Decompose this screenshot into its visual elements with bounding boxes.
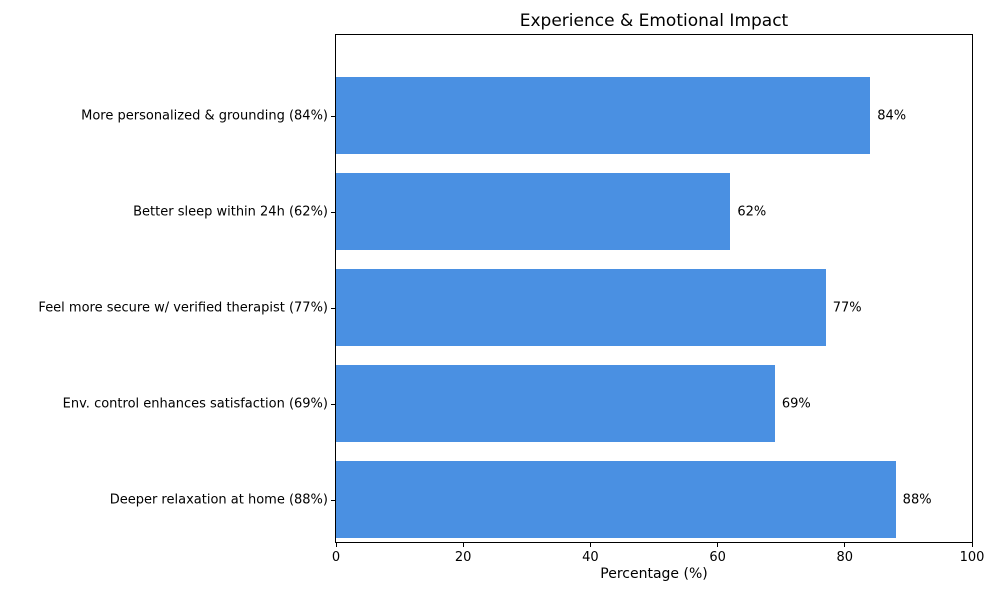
x-tick xyxy=(462,543,464,547)
bar xyxy=(336,269,826,347)
x-tick xyxy=(844,543,846,547)
y-tick xyxy=(331,499,335,501)
y-tick-label: Better sleep within 24h (62%) xyxy=(133,204,328,220)
y-tick-label: Env. control enhances satisfaction (69%) xyxy=(62,396,328,412)
x-tick-label: 100 xyxy=(959,550,985,565)
x-tick xyxy=(971,543,973,547)
plot-area: 84% More personalized & grounding (84%) 62… xyxy=(38,34,984,565)
y-tick xyxy=(331,211,335,213)
x-axis-label: Percentage (%) xyxy=(600,566,708,582)
x-tick-label: 0 xyxy=(331,550,341,565)
x-tick xyxy=(717,543,719,547)
x-tick-label: 60 xyxy=(709,550,726,565)
x-tick xyxy=(335,543,337,547)
bar-value-label: 62% xyxy=(737,204,767,220)
y-tick-label: Deeper relaxation at home (88%) xyxy=(109,492,328,508)
chart-title: Experience & Emotional Impact xyxy=(519,11,789,31)
bar xyxy=(336,461,896,539)
x-tick xyxy=(589,543,591,547)
x-tick-label: 20 xyxy=(454,550,472,565)
y-tick xyxy=(331,115,335,117)
bar-value-label: 69% xyxy=(781,396,811,412)
x-tick-label: 40 xyxy=(582,550,599,565)
bar xyxy=(336,77,871,155)
bar xyxy=(336,365,775,443)
bar-value-label: 88% xyxy=(902,492,932,508)
bar-value-label: 77% xyxy=(832,300,862,316)
y-tick xyxy=(331,403,335,405)
bar xyxy=(336,173,731,251)
y-tick-label: Feel more secure w/ verified therapist (… xyxy=(38,300,328,316)
bar-value-label: 84% xyxy=(877,108,907,124)
x-tick-label: 80 xyxy=(836,550,854,565)
y-tick-label: More personalized & grounding (84%) xyxy=(81,108,328,124)
y-tick xyxy=(331,307,335,309)
